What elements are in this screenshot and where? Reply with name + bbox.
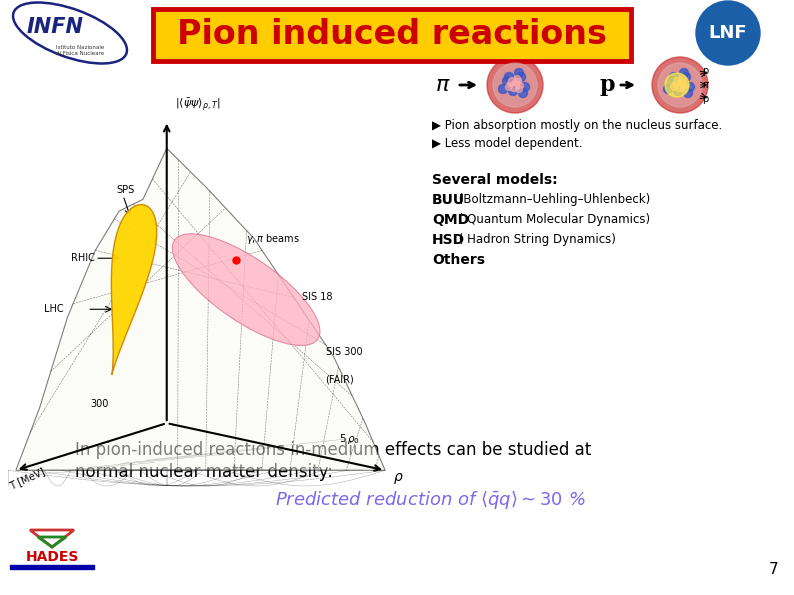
Text: ( Hadron String Dynamics): ( Hadron String Dynamics) xyxy=(456,233,616,246)
Circle shape xyxy=(508,86,518,96)
Circle shape xyxy=(515,77,522,84)
Bar xyxy=(10,565,94,569)
Text: T [MeV]: T [MeV] xyxy=(8,466,47,491)
Circle shape xyxy=(664,84,673,93)
Text: p: p xyxy=(600,74,615,96)
Text: ▶ Less model dependent.: ▶ Less model dependent. xyxy=(432,136,583,149)
Text: RHIC: RHIC xyxy=(71,253,95,263)
Text: Predicted reduction of $\langle\bar{q}q\rangle \sim 30$ %: Predicted reduction of $\langle\bar{q}q\… xyxy=(275,489,585,511)
Text: BUU: BUU xyxy=(432,193,465,207)
Circle shape xyxy=(668,77,676,86)
Text: (FAIR): (FAIR) xyxy=(326,375,354,385)
Text: Istituto Nazionale
di Fisica Nucleare: Istituto Nazionale di Fisica Nucleare xyxy=(56,45,104,56)
Text: 7: 7 xyxy=(769,562,778,577)
Text: Pion induced reactions: Pion induced reactions xyxy=(177,17,607,51)
Circle shape xyxy=(504,73,514,82)
Circle shape xyxy=(685,83,695,92)
Circle shape xyxy=(515,86,522,92)
Text: HSD: HSD xyxy=(432,233,465,247)
Text: HADES: HADES xyxy=(25,550,79,564)
Circle shape xyxy=(684,89,692,98)
Text: $\pi$: $\pi$ xyxy=(702,80,710,90)
Circle shape xyxy=(514,76,521,83)
Circle shape xyxy=(487,57,543,113)
Text: INFN: INFN xyxy=(26,17,83,37)
Text: ( Quantum Molecular Dynamics): ( Quantum Molecular Dynamics) xyxy=(456,214,650,227)
Text: $\gamma,\pi$ beams: $\gamma,\pi$ beams xyxy=(246,233,300,246)
Circle shape xyxy=(521,83,530,92)
Circle shape xyxy=(499,84,507,93)
Circle shape xyxy=(515,68,523,77)
Circle shape xyxy=(679,76,685,83)
Circle shape xyxy=(681,83,688,89)
Text: Others: Others xyxy=(432,253,485,267)
Circle shape xyxy=(518,89,527,98)
Text: In pion-induced reactions in-medium effects can be studied at: In pion-induced reactions in-medium effe… xyxy=(75,441,592,459)
Polygon shape xyxy=(172,234,320,346)
Text: $\rho$: $\rho$ xyxy=(393,471,403,486)
Text: LHC: LHC xyxy=(44,304,64,314)
Circle shape xyxy=(676,84,683,92)
Text: $5\,\rho_0$: $5\,\rho_0$ xyxy=(339,432,360,446)
Text: $|\langle\bar{\psi}\psi\rangle_{\rho,T}|$: $|\langle\bar{\psi}\psi\rangle_{\rho,T}|… xyxy=(175,96,220,113)
Circle shape xyxy=(507,80,515,86)
Circle shape xyxy=(680,77,687,84)
Circle shape xyxy=(506,83,512,90)
Text: $\pi$: $\pi$ xyxy=(435,74,451,96)
Circle shape xyxy=(681,73,691,82)
Circle shape xyxy=(673,86,683,96)
Circle shape xyxy=(665,73,689,97)
Text: ▶ Pion absorption mostly on the nucleus surface.: ▶ Pion absorption mostly on the nucleus … xyxy=(432,118,723,131)
Circle shape xyxy=(493,63,537,107)
Circle shape xyxy=(658,63,702,107)
Circle shape xyxy=(508,77,515,84)
Circle shape xyxy=(517,73,526,82)
Polygon shape xyxy=(111,205,156,375)
FancyBboxPatch shape xyxy=(153,9,631,61)
Circle shape xyxy=(696,1,760,65)
Text: (Boltzmann–Uehling–Uhlenbeck): (Boltzmann–Uehling–Uhlenbeck) xyxy=(456,193,650,206)
Circle shape xyxy=(670,83,677,90)
Text: p: p xyxy=(702,66,708,76)
Polygon shape xyxy=(16,148,385,470)
Text: LNF: LNF xyxy=(709,24,747,42)
Circle shape xyxy=(673,77,680,84)
Text: Several models:: Several models: xyxy=(432,173,557,187)
Circle shape xyxy=(503,77,511,86)
Text: 300: 300 xyxy=(90,399,109,409)
Circle shape xyxy=(652,57,708,113)
Circle shape xyxy=(680,86,688,92)
Text: SPS: SPS xyxy=(116,186,134,195)
Text: SIS 300: SIS 300 xyxy=(326,347,362,358)
Text: SIS 18: SIS 18 xyxy=(302,293,332,302)
Circle shape xyxy=(669,73,679,82)
Circle shape xyxy=(517,83,523,89)
Circle shape xyxy=(673,80,680,86)
Text: p: p xyxy=(702,94,708,104)
Circle shape xyxy=(511,84,518,92)
Text: normal nuclear matter density:: normal nuclear matter density: xyxy=(75,463,333,481)
Text: QMD: QMD xyxy=(432,213,469,227)
Circle shape xyxy=(680,68,688,77)
